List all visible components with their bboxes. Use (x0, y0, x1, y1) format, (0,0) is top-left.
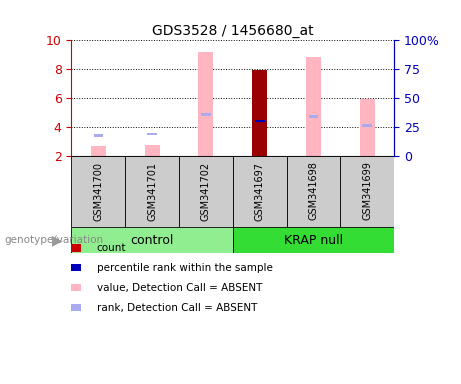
Text: GSM341701: GSM341701 (147, 162, 157, 220)
Bar (340, 156, 394, 227)
Bar (201, 113, 211, 116)
Text: value, Detection Call = ABSENT: value, Detection Call = ABSENT (97, 283, 262, 293)
Bar (309, 116, 318, 118)
Bar (255, 119, 265, 122)
Bar (360, 99, 375, 156)
Bar (255, 119, 265, 122)
Text: GSM341697: GSM341697 (254, 162, 265, 220)
Text: count: count (97, 243, 126, 253)
Text: genotype/variation: genotype/variation (5, 235, 104, 245)
Text: ▶: ▶ (52, 233, 62, 247)
Bar (306, 57, 321, 156)
Bar (71, 227, 233, 253)
Bar (125, 156, 179, 227)
Bar (233, 156, 287, 227)
Bar (252, 70, 267, 156)
Bar (179, 156, 233, 227)
Text: rank, Detection Call = ABSENT: rank, Detection Call = ABSENT (97, 303, 257, 313)
Bar (198, 52, 213, 156)
Bar (91, 146, 106, 156)
Bar (252, 70, 267, 156)
Text: GSM341700: GSM341700 (93, 162, 103, 220)
Bar (145, 146, 160, 156)
Text: KRAP null: KRAP null (284, 233, 343, 247)
Title: GDS3528 / 1456680_at: GDS3528 / 1456680_at (152, 24, 313, 38)
Text: GSM341699: GSM341699 (362, 162, 372, 220)
Bar (233, 227, 394, 253)
Bar (287, 156, 340, 227)
Text: control: control (130, 233, 174, 247)
Bar (362, 124, 372, 127)
Text: GSM341702: GSM341702 (201, 162, 211, 220)
Bar (148, 133, 157, 136)
Bar (94, 134, 103, 137)
Bar (71, 156, 125, 227)
Text: percentile rank within the sample: percentile rank within the sample (97, 263, 273, 273)
Text: GSM341698: GSM341698 (308, 162, 319, 220)
